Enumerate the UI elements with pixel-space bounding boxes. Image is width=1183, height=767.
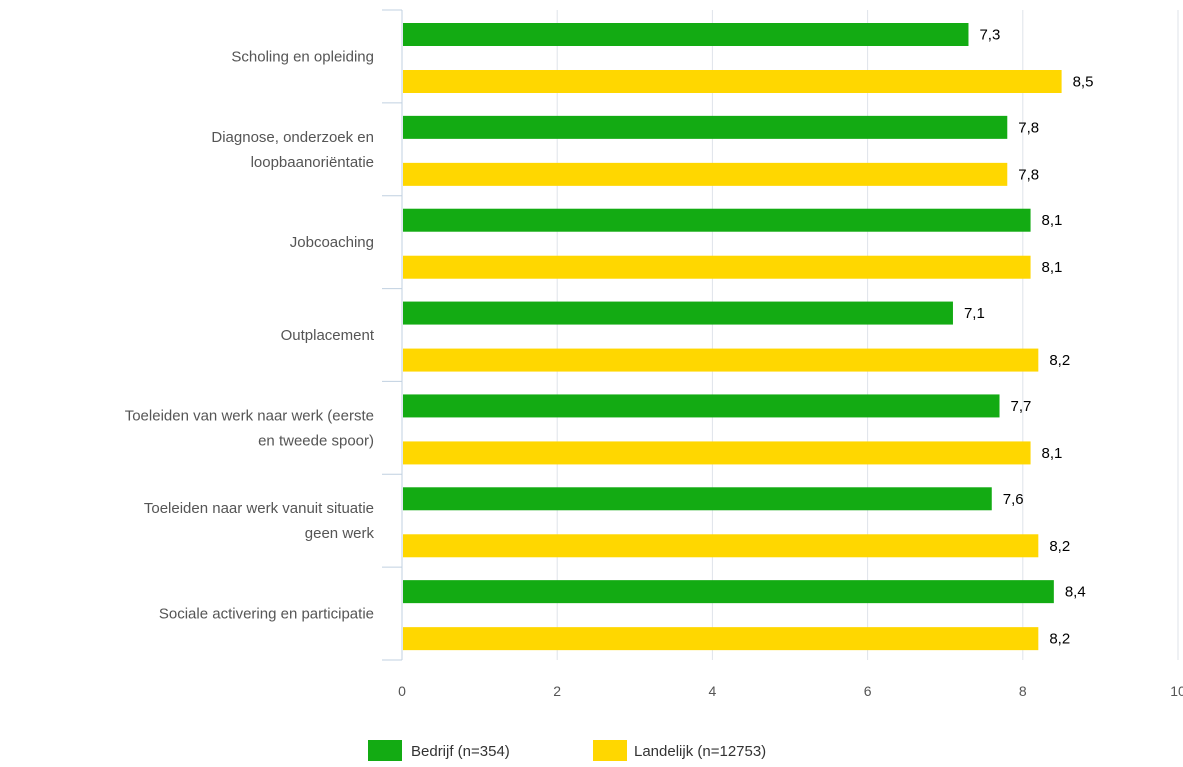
legend-swatch — [593, 740, 627, 761]
category-label: Jobcoaching — [290, 234, 374, 251]
legend: Bedrijf (n=354) Landelijk (n=12753) — [368, 740, 766, 761]
axes — [382, 9, 403, 661]
data-label: 7,8 — [1018, 166, 1039, 183]
bar-bedrijf — [403, 23, 969, 46]
category-label: Toeleiden van werk naar werk (eerste en t… — [125, 407, 374, 449]
x-tick-label: 8 — [1019, 683, 1027, 699]
data-label: 8,2 — [1049, 352, 1070, 369]
data-label: 8,1 — [1042, 212, 1063, 229]
bar-bedrijf — [403, 115, 1008, 139]
data-label: 8,2 — [1049, 538, 1070, 555]
x-tick-label: 6 — [864, 683, 872, 699]
x-tick-label: 0 — [398, 683, 406, 699]
category-label: Sociale activering en participatie — [159, 606, 374, 623]
bars — [403, 23, 1062, 651]
data-label: 7,7 — [1011, 398, 1032, 415]
bar-landelijk — [403, 441, 1031, 465]
gridlines — [556, 10, 1179, 660]
bar-bedrijf — [403, 394, 1000, 418]
x-tick-label: 2 — [553, 683, 561, 699]
bar-landelijk — [403, 255, 1031, 279]
data-label: 7,1 — [964, 305, 985, 322]
bar-bedrijf — [403, 487, 992, 511]
bar-landelijk — [403, 627, 1039, 651]
bar-landelijk — [403, 348, 1039, 372]
x-tick-label: 10 — [1170, 683, 1183, 699]
legend-label: Landelijk (n=12753) — [634, 743, 766, 760]
category-label: Diagnose, onderzoek en loopbaanoriëntatie — [211, 129, 374, 171]
x-tick-label: 4 — [709, 683, 717, 699]
bar-bedrijf — [403, 208, 1031, 232]
legend-label: Bedrijf (n=354) — [411, 743, 510, 760]
data-label: 8,1 — [1042, 445, 1063, 462]
category-label: Outplacement — [281, 327, 375, 344]
data-label: 8,4 — [1065, 584, 1086, 601]
legend-swatch — [368, 740, 402, 761]
bar-landelijk — [403, 162, 1008, 186]
labels: 0 2 4 6 8 10 Scholing en opleiding Diagnose, on… — [125, 27, 1183, 700]
bar-landelijk — [403, 534, 1039, 558]
data-label: 7,8 — [1018, 119, 1039, 136]
category-label: Toeleiden naar werk vanuit situatie geen … — [144, 500, 375, 542]
bar-bedrijf — [403, 580, 1054, 604]
bar-landelijk — [403, 70, 1062, 93]
data-label: 8,5 — [1073, 74, 1094, 91]
data-label: 8,2 — [1049, 631, 1070, 648]
data-label: 7,3 — [979, 27, 1000, 44]
category-label: Scholing en opleiding — [231, 48, 374, 65]
data-label: 7,6 — [1003, 491, 1024, 508]
data-label: 8,1 — [1042, 259, 1063, 276]
bar-bedrijf — [403, 301, 953, 325]
